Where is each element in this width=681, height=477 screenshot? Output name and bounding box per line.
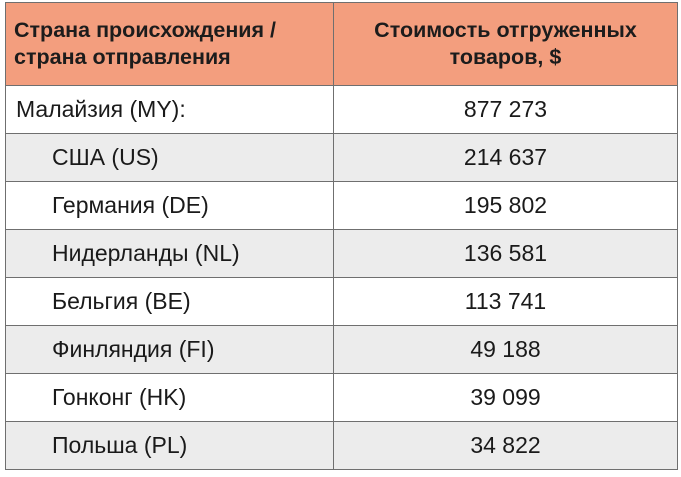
- table-header: Страна происхождения / страна отправлени…: [5, 2, 678, 86]
- column-header-value: Стоимость отгруженных товаров, $: [333, 2, 678, 86]
- value-cell: 214 637: [333, 133, 678, 182]
- value-cell: 877 273: [333, 85, 678, 134]
- column-header-country-line2: страна отправления: [14, 45, 231, 69]
- value-cell: 39 099: [333, 373, 678, 422]
- country-cell: США (US): [5, 133, 334, 182]
- value-cell: 136 581: [333, 229, 678, 278]
- table-row: Нидерланды (NL) 136 581: [5, 229, 678, 278]
- value-cell: 195 802: [333, 181, 678, 230]
- country-cell: Гонконг (HK): [5, 373, 334, 422]
- table-row-total: Малайзия (MY): 877 273: [5, 85, 678, 134]
- table-row: США (US) 214 637: [5, 133, 678, 182]
- column-header-value-line1: Стоимость отгруженных: [374, 18, 637, 42]
- country-cell: Нидерланды (NL): [5, 229, 334, 278]
- table-row: Польша (PL) 34 822: [5, 421, 678, 470]
- table-row: Бельгия (BE) 113 741: [5, 277, 678, 326]
- country-cell: Польша (PL): [5, 421, 334, 470]
- header-row: Страна происхождения / страна отправлени…: [5, 2, 678, 86]
- country-cell: Бельгия (BE): [5, 277, 334, 326]
- shipments-table: Страна происхождения / страна отправлени…: [5, 2, 678, 470]
- country-cell: Финляндия (FI): [5, 325, 334, 374]
- table-row: Финляндия (FI) 49 188: [5, 325, 678, 374]
- table-row: Германия (DE) 195 802: [5, 181, 678, 230]
- column-header-country-line1: Страна происхождения /: [14, 18, 277, 42]
- country-cell: Германия (DE): [5, 181, 334, 230]
- table-row: Гонконг (HK) 39 099: [5, 373, 678, 422]
- table-body: Малайзия (MY): 877 273 США (US) 214 637 …: [5, 85, 678, 470]
- value-cell: 34 822: [333, 421, 678, 470]
- value-cell: 113 741: [333, 277, 678, 326]
- country-cell: Малайзия (MY):: [5, 85, 334, 134]
- value-cell: 49 188: [333, 325, 678, 374]
- column-header-value-line2: товаров, $: [449, 45, 562, 69]
- column-header-country: Страна происхождения / страна отправлени…: [5, 2, 334, 86]
